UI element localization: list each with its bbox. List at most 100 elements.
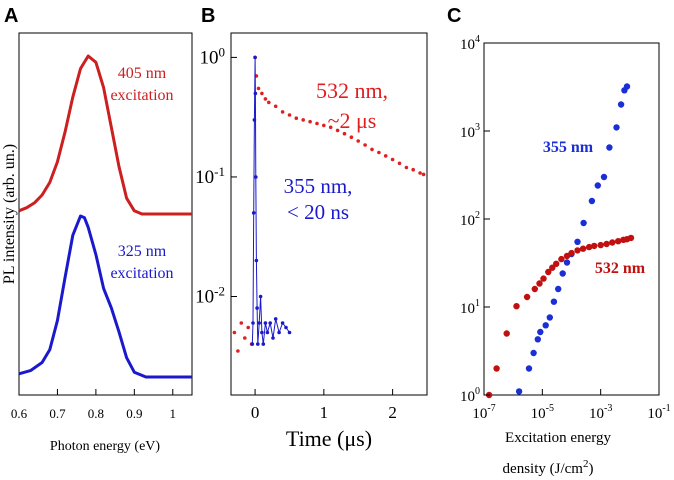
panel-c-series-0-point bbox=[594, 182, 601, 189]
panel-c-y-tick-label-1: 101 bbox=[460, 298, 480, 317]
panel-b-series-0-point bbox=[243, 336, 247, 340]
panel-c-series-1-point bbox=[597, 241, 604, 249]
panel-c-series-1-point bbox=[540, 275, 547, 282]
panel-c-series-0-point bbox=[546, 314, 553, 321]
panel-c-series-0-point bbox=[623, 83, 631, 90]
panel-c-x-tick-label-1-exp: -5 bbox=[546, 403, 554, 414]
panel-c-series-1-point bbox=[513, 303, 520, 310]
panel-b-series-0-point bbox=[418, 171, 422, 175]
panel-c-x-axis-label-sup: 2 bbox=[583, 458, 589, 470]
panel-c-y-tick-label-4: 104 bbox=[460, 34, 480, 53]
panel-c-x-tick-label-1-base: 10 bbox=[531, 406, 546, 422]
panel-b-series-1-point bbox=[254, 175, 258, 179]
panel-c-x-axis-label-close: ) bbox=[588, 461, 593, 477]
panel-c-series-1-point bbox=[549, 264, 556, 271]
panel-b-series-0-point bbox=[397, 161, 402, 166]
panel-b-series-1-point bbox=[280, 321, 285, 325]
panel-b-series-1-line bbox=[251, 57, 290, 345]
panel-c-series-0-point bbox=[542, 322, 549, 329]
panel-b-label-532-line1: 532 nm, bbox=[316, 78, 388, 103]
panel-c-x-tick-label-0-base: 10 bbox=[472, 406, 487, 422]
panel-c-series-0-point bbox=[600, 173, 608, 181]
panel-c-series-1-point bbox=[603, 240, 610, 248]
panel-a-label-325-line1: 325 nm bbox=[118, 243, 167, 260]
panel-b-series-0-point bbox=[411, 167, 416, 172]
panel-b-series-1-point bbox=[287, 330, 292, 335]
panel-b-x-tick-label-1: 1 bbox=[320, 403, 329, 422]
panel-c-y-tick-label-3: 103 bbox=[460, 122, 480, 141]
panel-b-series-0-point bbox=[308, 119, 312, 124]
panel-b-y-tick-label-0-base: 10 bbox=[200, 47, 219, 68]
panel-a-x-axis-label: Photon energy (eV) bbox=[50, 439, 160, 454]
panel-c-series-0-point bbox=[525, 365, 533, 372]
panel-b-series-1-point bbox=[273, 317, 278, 321]
panel-b-y-tick-label-1-base: 10 bbox=[195, 167, 214, 188]
panel-c-series-0-point bbox=[530, 349, 537, 357]
panel-c-series-0-point bbox=[588, 197, 596, 205]
panel-c-series-1-point bbox=[609, 239, 616, 246]
panel-a-label-325-line2: excitation bbox=[110, 265, 173, 282]
panel-c-series-1-point bbox=[615, 238, 622, 245]
panel-b-series-0-point bbox=[370, 147, 374, 152]
panel-b-series-0-point bbox=[356, 139, 361, 143]
panel-c-y-tick-label-0-exp: 0 bbox=[475, 386, 480, 397]
panel-a-x-tick-label-1: 0.7 bbox=[49, 406, 66, 421]
panel-a-x-tick-label-0: 0.6 bbox=[11, 406, 28, 421]
panel-b-series-0-point bbox=[263, 97, 268, 101]
panel-c-series-1-point bbox=[558, 255, 565, 263]
panel-c-series-1-point bbox=[553, 260, 560, 267]
panel-c-label-355: 355 nm bbox=[543, 139, 594, 156]
panel-b-series-0-point bbox=[363, 143, 367, 147]
panel-c-series-0-point bbox=[617, 101, 625, 108]
panel-c-x-axis-label-line2: density (J/cm2) bbox=[503, 458, 594, 477]
panel-c-x-tick-label-2-exp: -3 bbox=[604, 403, 612, 414]
panel-letter-a: A bbox=[4, 5, 18, 27]
panel-c-x-tick-label-0-exp: -7 bbox=[487, 403, 495, 414]
panel-b-series-1-point bbox=[257, 321, 262, 325]
panel-b-series-0-point bbox=[267, 100, 271, 105]
panel-c-y-tick-label-1-exp: 1 bbox=[475, 298, 480, 309]
panel-b-x-tick-label-2: 2 bbox=[388, 403, 397, 422]
panel-c-series-1-point bbox=[531, 285, 538, 293]
panel-c-series-1-point bbox=[585, 243, 593, 251]
panel-c-series-0-point bbox=[559, 270, 566, 277]
panel-c-series-1-point bbox=[574, 247, 581, 254]
panel-c-x-tick-label-1: 10-5 bbox=[531, 403, 554, 422]
panel-b-series-0-point bbox=[301, 118, 306, 122]
panel-b-series-1-point bbox=[251, 211, 256, 215]
panel-a-label-405-line2: excitation bbox=[110, 87, 173, 104]
panel-c-series-0-point bbox=[534, 336, 541, 343]
panel-c-y-tick-label-3-base: 10 bbox=[460, 125, 475, 141]
panel-b-y-tick-label-0-exp: 0 bbox=[219, 44, 226, 59]
panel-b-series-1-point bbox=[261, 342, 266, 346]
panel-b-label-355-line2: < 20 ns bbox=[287, 200, 349, 224]
panel-b-label-355-line1: 355 nm, bbox=[284, 174, 353, 198]
panel-b-series-0-point bbox=[239, 321, 244, 325]
panel-b-series-0-point bbox=[377, 150, 381, 155]
panel-b-series-0-point bbox=[383, 154, 388, 158]
panel-c-y-tick-label-4-exp: 4 bbox=[475, 34, 480, 45]
panel-c-x-tick-label-2-base: 10 bbox=[589, 406, 604, 422]
panel-c-series-1-point bbox=[536, 280, 543, 287]
panel-c-series-0-point bbox=[555, 285, 562, 293]
panel-b-series-1-point bbox=[253, 55, 257, 60]
panel-c-series-0-point bbox=[537, 328, 544, 336]
panel-b-series-1-point bbox=[250, 342, 255, 346]
panel-b-series-0-point bbox=[328, 125, 333, 130]
panel-letter-b: B bbox=[201, 5, 215, 27]
panel-b-frame bbox=[230, 32, 428, 396]
panel-c-series-0-point bbox=[515, 388, 523, 395]
panel-b-series-1-point bbox=[255, 306, 259, 310]
panel-b-y-tick-label-2: 10-2 bbox=[195, 284, 225, 308]
panel-b-series-0-point bbox=[232, 330, 237, 335]
panel-c-y-tick-label-4-base: 10 bbox=[460, 37, 475, 53]
panel-c-y-tick-label-1-base: 10 bbox=[460, 301, 475, 317]
panel-c-frame bbox=[483, 42, 660, 396]
panel-b-y-tick-label-0: 100 bbox=[200, 44, 226, 68]
panel-b-series-0-point bbox=[256, 86, 261, 91]
panel-b-series-1-point bbox=[265, 330, 270, 335]
panel-b-series-0-point bbox=[236, 349, 240, 353]
panel-b-series-0-point bbox=[349, 135, 354, 139]
